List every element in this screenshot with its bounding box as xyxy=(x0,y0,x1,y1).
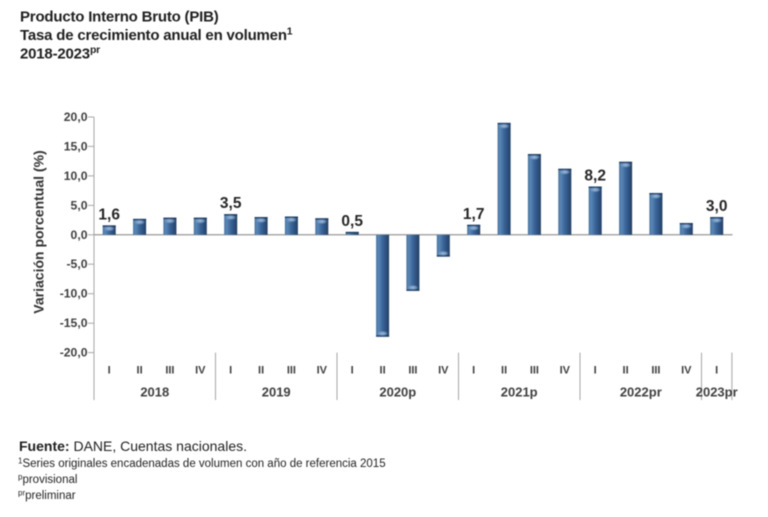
svg-text:2021p: 2021p xyxy=(501,385,538,400)
svg-text:IV: IV xyxy=(681,365,692,377)
svg-text:II: II xyxy=(501,365,507,377)
svg-text:2022pr: 2022pr xyxy=(620,385,662,400)
svg-text:-20,0: -20,0 xyxy=(60,346,88,360)
svg-text:prpreliminar: prpreliminar xyxy=(18,489,76,503)
svg-text:2018-2023pr: 2018-2023pr xyxy=(20,44,100,63)
svg-text:15,0: 15,0 xyxy=(64,139,88,153)
svg-text:2019: 2019 xyxy=(262,385,291,400)
svg-text:III: III xyxy=(530,365,539,377)
svg-text:0,5: 0,5 xyxy=(341,213,363,230)
svg-text:II: II xyxy=(137,365,143,377)
svg-text:I: I xyxy=(351,365,354,377)
svg-text:I: I xyxy=(715,365,718,377)
svg-text:2018: 2018 xyxy=(140,385,169,400)
svg-text:I: I xyxy=(472,365,475,377)
svg-text:Producto Interno Bruto (PIB): Producto Interno Bruto (PIB) xyxy=(20,9,219,26)
svg-text:IV: IV xyxy=(317,365,328,377)
svg-text:I: I xyxy=(594,365,597,377)
svg-text:-10,0: -10,0 xyxy=(60,287,88,301)
svg-text:3,5: 3,5 xyxy=(220,195,242,212)
svg-text:2020p: 2020p xyxy=(379,385,416,400)
svg-text:0,0: 0,0 xyxy=(71,228,88,242)
svg-text:20,0: 20,0 xyxy=(64,110,88,124)
svg-text:5,0: 5,0 xyxy=(71,198,88,212)
svg-text:III: III xyxy=(408,365,417,377)
svg-text:IV: IV xyxy=(560,365,571,377)
svg-text:10,0: 10,0 xyxy=(64,169,88,183)
svg-text:1,6: 1,6 xyxy=(98,206,120,223)
svg-text:I: I xyxy=(229,365,232,377)
svg-text:Tasa de crecimiento anual en v: Tasa de crecimiento anual en volumen1 xyxy=(20,26,293,45)
svg-text:1Series originales encadenadas: 1Series originales encadenadas de volume… xyxy=(18,457,386,471)
svg-text:III: III xyxy=(651,365,660,377)
svg-text:pprovisional: pprovisional xyxy=(18,473,77,487)
svg-text:3,0: 3,0 xyxy=(706,198,728,215)
svg-text:II: II xyxy=(623,365,629,377)
svg-text:II: II xyxy=(380,365,386,377)
svg-text:III: III xyxy=(287,365,296,377)
svg-text:IV: IV xyxy=(438,365,449,377)
svg-text:III: III xyxy=(165,365,174,377)
svg-text:2023pr: 2023pr xyxy=(696,385,738,400)
svg-text:-5,0: -5,0 xyxy=(66,257,87,271)
svg-text:II: II xyxy=(258,365,264,377)
svg-text:Variación porcentual (%): Variación porcentual (%) xyxy=(31,150,47,313)
svg-text:1,7: 1,7 xyxy=(463,206,485,223)
svg-text:I: I xyxy=(108,365,111,377)
svg-text:8,2: 8,2 xyxy=(584,168,606,185)
svg-text:IV: IV xyxy=(195,365,206,377)
svg-text:Fuente: DANE, Cuentas nacional: Fuente: DANE, Cuentas nacionales. xyxy=(19,438,247,454)
svg-text:-15,0: -15,0 xyxy=(60,316,88,330)
